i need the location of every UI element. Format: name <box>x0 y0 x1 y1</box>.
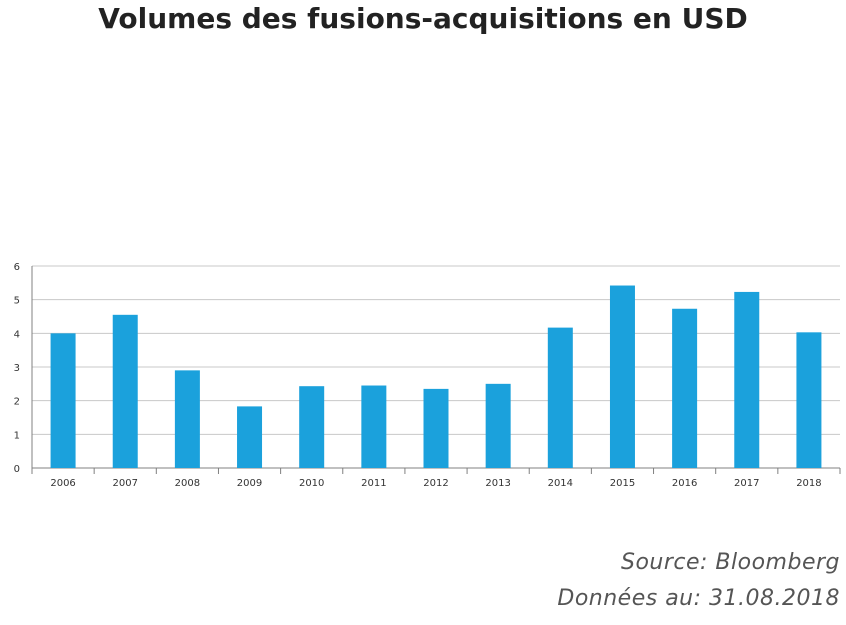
y-tick-label: 4 <box>14 329 20 340</box>
bar-2018 <box>796 332 822 468</box>
data-date-note: Données au: 31.08.2018 <box>557 586 840 611</box>
x-tick-label: 2009 <box>237 478 262 489</box>
bar-chart: 0 1 2 3 4 5 6 2006 2007 2008 2009 2010 2011 2012 2013 2… <box>14 262 841 489</box>
y-tick-label: 3 <box>14 363 20 374</box>
x-tick-label: 2018 <box>796 478 821 489</box>
x-tick-label: 2011 <box>361 478 386 489</box>
x-tick-label: 2007 <box>113 478 138 489</box>
x-tick-label: 2008 <box>175 478 200 489</box>
bar-2007 <box>112 314 138 468</box>
x-tick-label: 2012 <box>423 478 448 489</box>
x-tick-label: 2010 <box>299 478 324 489</box>
bar-2017 <box>734 291 760 468</box>
bar-2009 <box>237 406 263 468</box>
y-tick-label: 6 <box>14 262 20 273</box>
bar-2011 <box>361 385 387 468</box>
bar-2015 <box>609 285 635 468</box>
x-tick-label: 2015 <box>610 478 635 489</box>
chart-title: Volumes des fusions-acquisitions en USD <box>98 2 748 35</box>
bar-2016 <box>672 308 698 468</box>
bar-2010 <box>299 386 325 468</box>
bar-2008 <box>174 370 200 468</box>
bar-2012 <box>423 388 449 468</box>
bar-2013 <box>485 383 511 468</box>
x-tick-label: 2017 <box>734 478 759 489</box>
y-tick-label: 5 <box>14 296 20 307</box>
bar-2014 <box>547 327 573 468</box>
x-tick-label: 2006 <box>50 478 75 489</box>
y-tick-label: 0 <box>14 464 20 475</box>
x-tick-label: 2016 <box>672 478 697 489</box>
y-tick-label: 1 <box>14 430 20 441</box>
x-tick-label: 2013 <box>485 478 510 489</box>
source-note: Source: Bloomberg <box>620 550 840 575</box>
bar-2006 <box>50 333 76 468</box>
x-tick-label: 2014 <box>548 478 573 489</box>
y-tick-label: 2 <box>14 397 20 408</box>
